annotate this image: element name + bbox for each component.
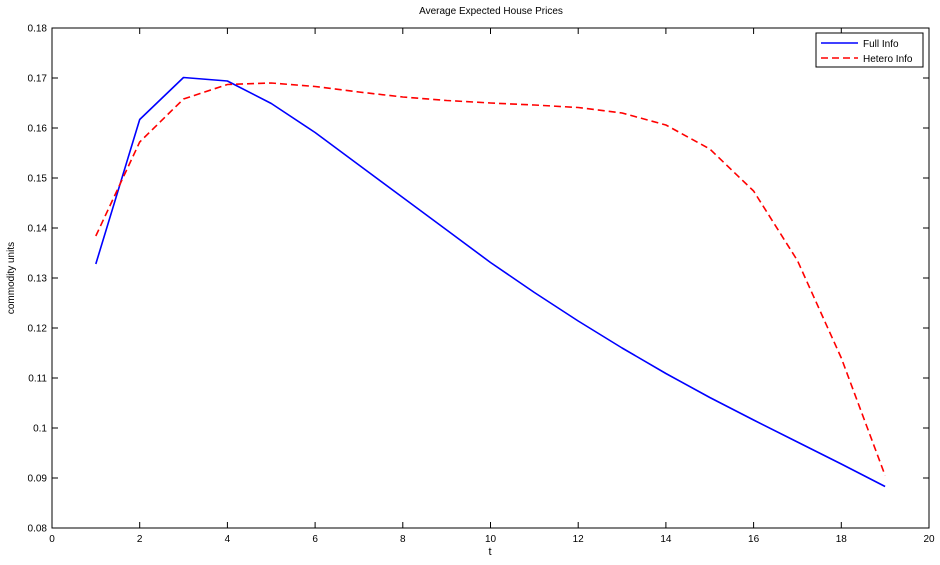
- series-line-full-info: [95, 76, 886, 488]
- x-tick-label: 0: [49, 534, 55, 545]
- y-tick-label: 0.11: [28, 374, 47, 385]
- chart-title: Average Expected House Prices: [419, 6, 563, 17]
- x-tick-label: 8: [400, 534, 406, 545]
- y-axis-label: commodity units: [6, 242, 17, 314]
- x-tick-label: 10: [485, 534, 497, 545]
- axis-ticks: 0 2 4 6 8 10 12 14 16 18 20 0.08 0.09 0.1 0.11 0.12 0.13…: [28, 24, 935, 546]
- x-tick-label: 16: [748, 534, 760, 545]
- y-tick-label: 0.12: [28, 324, 48, 335]
- y-tick-label: 0.13: [28, 274, 48, 285]
- series-lines: [95, 76, 886, 488]
- plot-area-frame: [51, 27, 930, 529]
- y-tick-label: 0.18: [28, 24, 48, 35]
- y-tick-label: 0.17: [28, 74, 48, 85]
- y-tick-label: 0.16: [28, 124, 48, 135]
- y-tick-label: 0.09: [28, 474, 48, 485]
- x-tick-label: 14: [660, 534, 672, 545]
- x-axis-label: t: [488, 546, 491, 558]
- x-tick-label: 12: [573, 534, 585, 545]
- legend: Full Info Hetero Info: [815, 32, 924, 68]
- legend-label-full-info: Full Info: [863, 39, 899, 50]
- x-tick-label: 4: [225, 534, 231, 545]
- y-tick-label: 0.15: [28, 174, 48, 185]
- series-line-hetero-info: [95, 82, 886, 476]
- y-tick-label: 0.08: [28, 524, 48, 535]
- x-tick-label: 18: [836, 534, 848, 545]
- legend-box: [815, 32, 924, 68]
- x-tick-label: 2: [137, 534, 143, 545]
- x-tick-label: 6: [312, 534, 318, 545]
- y-tick-label: 0.1: [33, 424, 47, 435]
- y-tick-label: 0.14: [28, 224, 48, 235]
- x-tick-label: 20: [923, 534, 935, 545]
- legend-label-hetero-info: Hetero Info: [863, 54, 913, 65]
